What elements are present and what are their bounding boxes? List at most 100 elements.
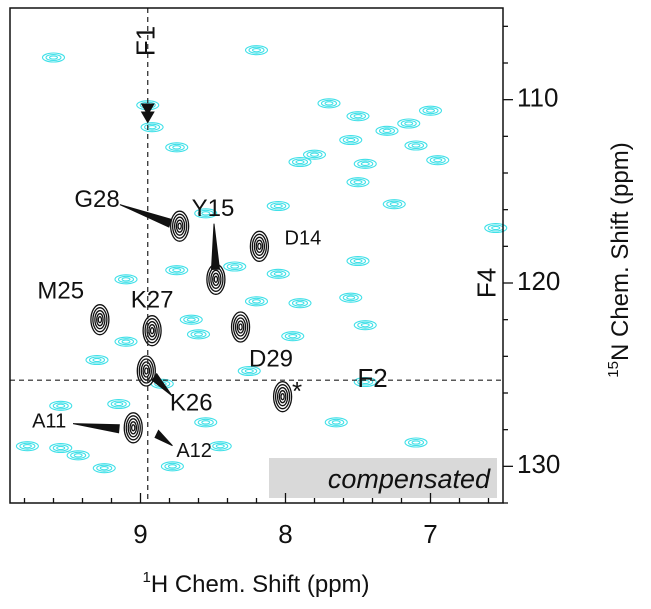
- reference-contour: [168, 266, 185, 274]
- reference-contour: [491, 225, 501, 231]
- reference-contour: [212, 442, 229, 450]
- reference-contour: [251, 48, 262, 53]
- x-axis-title-superscript: 1: [142, 569, 150, 586]
- x-tick-label: 8: [278, 519, 292, 549]
- reference-peak: [85, 354, 109, 366]
- reference-contour: [201, 420, 211, 425]
- reference-contour: [194, 417, 218, 428]
- reference-peak: [194, 208, 218, 219]
- compensated-peak: [123, 412, 143, 444]
- compensated-contour: [136, 355, 156, 387]
- reference-contour: [190, 330, 207, 338]
- reference-contour: [186, 329, 211, 340]
- reference-contour: [15, 441, 39, 452]
- reference-contour: [56, 445, 66, 451]
- reference-contour: [288, 298, 312, 309]
- reference-contour: [386, 200, 403, 208]
- reference-contour: [353, 114, 363, 119]
- peak-label-y15: Y15: [192, 195, 235, 222]
- reference-contour: [407, 141, 425, 150]
- y-tick-label: 130: [517, 449, 560, 479]
- compensated-contour: [272, 381, 293, 413]
- reference-contour: [215, 444, 225, 449]
- reference-contour: [426, 155, 450, 166]
- reference-contour: [429, 156, 446, 164]
- reference-contour: [346, 177, 370, 188]
- reference-contour: [353, 320, 377, 331]
- compensated-contour: [238, 323, 243, 331]
- x-tick-label: 9: [133, 519, 147, 549]
- reference-contour: [404, 121, 414, 126]
- reference-contour: [147, 125, 157, 130]
- reference-peak: [208, 441, 232, 452]
- reference-contour: [194, 208, 218, 219]
- compensated-contour: [96, 313, 104, 327]
- reference-contour: [52, 444, 69, 452]
- compensated-contour: [148, 324, 156, 338]
- compensated-contour: [234, 317, 247, 337]
- compensated-contour: [230, 311, 251, 343]
- reference-contour: [320, 99, 338, 107]
- reference-contour: [164, 462, 181, 470]
- reference-contour: [22, 444, 32, 449]
- compensated-contour: [274, 384, 291, 410]
- compensated-contour: [169, 210, 190, 242]
- reference-peak: [107, 398, 131, 410]
- peak-arrow-y15: [210, 223, 221, 271]
- reference-peak: [15, 441, 39, 452]
- peak-label-k27: K27: [131, 287, 174, 314]
- reference-contour: [349, 178, 367, 186]
- reference-contour: [346, 137, 356, 143]
- reference-contour: [248, 297, 265, 305]
- reference-contour: [183, 316, 200, 324]
- reference-peak: [244, 296, 269, 307]
- compensated-contour: [129, 421, 138, 435]
- reference-peak: [375, 125, 399, 136]
- reference-peak: [223, 261, 247, 272]
- reference-contour: [41, 52, 66, 63]
- reference-peak: [302, 149, 327, 160]
- reference-contour: [56, 403, 66, 408]
- reference-contour: [306, 151, 323, 159]
- compensated-peak: [136, 355, 156, 387]
- compensated-contour: [142, 364, 151, 378]
- peak-contours: [15, 45, 508, 474]
- reference-contour: [302, 149, 327, 160]
- compensated-contour: [90, 304, 110, 336]
- x-tick-label: 7: [423, 519, 437, 549]
- reference-contour: [165, 142, 189, 153]
- reference-peak: [165, 142, 189, 153]
- reference-peak: [114, 336, 138, 347]
- axes: 9 8 7 110 120 130: [23, 25, 560, 549]
- reference-contour: [165, 265, 189, 276]
- reference-contour: [88, 356, 106, 364]
- reference-contour: [425, 108, 436, 113]
- marker-f2: F2: [357, 363, 387, 393]
- reference-contour: [346, 295, 356, 300]
- compensated-contour: [142, 315, 162, 347]
- reference-peak: [266, 268, 290, 279]
- reference-contour: [49, 400, 73, 411]
- compensated-peak: [90, 304, 110, 336]
- compensated-contour: [177, 222, 182, 230]
- compensated-peak: [272, 381, 293, 413]
- reference-contour: [179, 314, 203, 325]
- reference-contour: [309, 152, 320, 157]
- reference-contour: [360, 161, 370, 166]
- compensated-contour: [127, 418, 139, 438]
- compensated-peak: [169, 210, 190, 242]
- reference-contour: [19, 442, 36, 450]
- slice-markers: F1 F2 F4 *: [131, 26, 502, 406]
- reference-contour: [389, 202, 399, 207]
- reference-contour: [110, 400, 127, 408]
- reference-contour: [295, 301, 305, 306]
- peak-arrow-k26: [151, 372, 173, 397]
- peak-arrow-a12: [154, 429, 173, 447]
- y-axis-title-superscript: 15: [605, 361, 622, 378]
- peak-labels: Y15 D14 G28 M25 K27 D29 K26 A11 A12: [32, 186, 321, 462]
- y-axis-title-text: N Chem. Shift (ppm): [607, 142, 634, 361]
- peak-label-d29: D29: [249, 345, 293, 372]
- reference-contour: [291, 299, 309, 307]
- reference-peak: [288, 298, 312, 309]
- compensated-box: compensated: [269, 458, 497, 498]
